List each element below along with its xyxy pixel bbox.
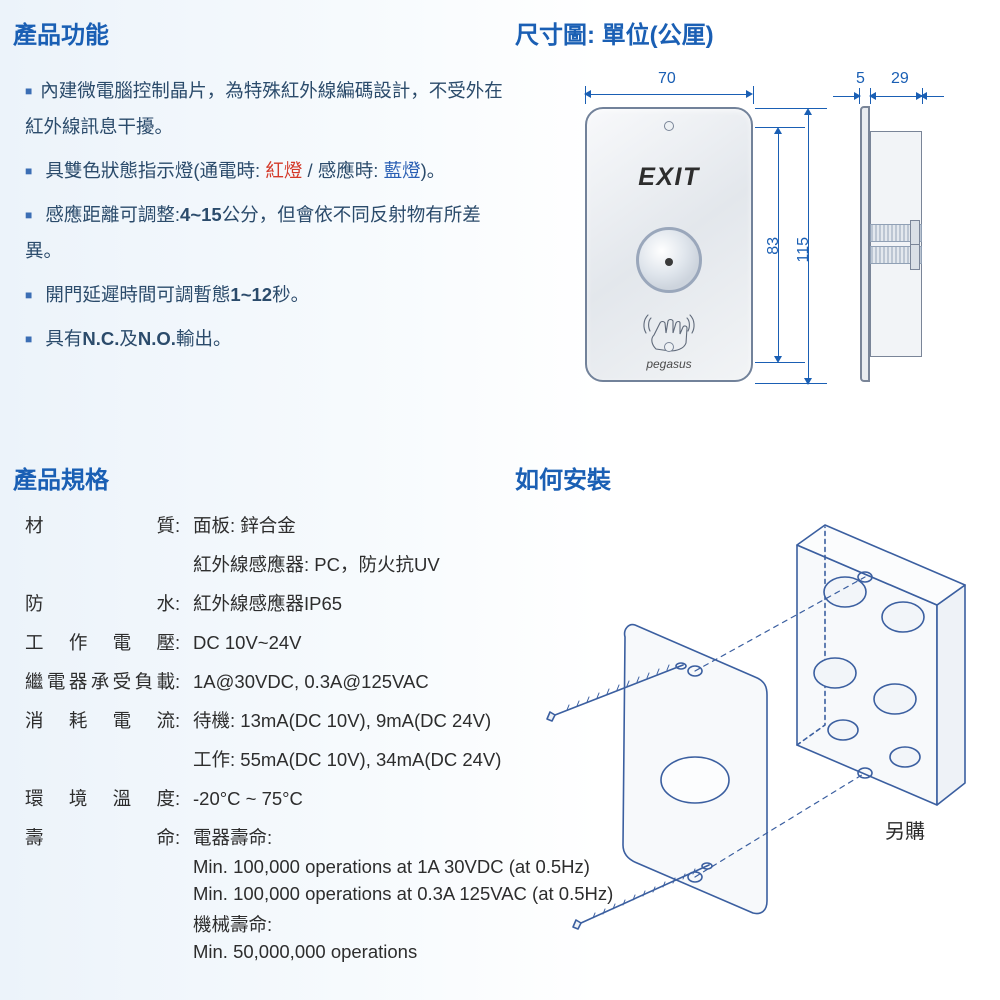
spec-temp: 環 境 溫 度:-20°C ~ 75°C <box>25 787 613 812</box>
spec-life: 壽 命:電器壽命: <box>25 826 613 851</box>
sensor-icon <box>636 227 702 293</box>
feature-2: 具雙色狀態指示燈(通電時: 紅燈 / 感應時: 藍燈)。 <box>25 153 505 189</box>
spec-material: 材 質:面板: 鋅合金 <box>25 514 613 539</box>
dimension-diagram: 70 5 29 EXIT pegasus <box>560 42 980 422</box>
dim-29: 29 <box>891 70 909 88</box>
spec-current-2: 工作: 55mA(DC 10V), 34mA(DC 24V) <box>25 748 613 773</box>
specs-list: 材 質:面板: 鋅合金 紅外線感應器: PC，防火抗UV 防 水:紅外線感應器I… <box>25 500 613 967</box>
spec-life-2: Min. 100,000 operations at 1A 30VDC (at … <box>25 855 613 880</box>
spec-voltage: 工 作 電 壓:DC 10V~24V <box>25 631 613 656</box>
feature-1: 內建微電腦控制晶片，為特殊紅外線編碼設計，不受外在紅外線訊息干擾。 <box>25 73 505 145</box>
feature-4: 開門延遲時間可調暫態1~12秒。 <box>25 277 505 313</box>
screw-top-icon <box>664 121 674 131</box>
spec-life-5: Min. 50,000,000 operations <box>25 940 613 965</box>
feature-3: 感應距離可調整:4~15公分，但會依不同反射物有所差異。 <box>25 197 505 269</box>
device-side-view <box>860 106 932 386</box>
features-title: 產品功能 <box>13 15 109 50</box>
purchase-note: 另購 <box>885 815 925 844</box>
dim-70: 70 <box>658 70 676 88</box>
device-front-view: EXIT pegasus <box>585 107 753 382</box>
dim-115: 115 <box>795 237 813 263</box>
dim-5: 5 <box>856 70 865 88</box>
specs-title: 產品規格 <box>13 460 109 495</box>
screw-bottom-icon <box>664 342 674 352</box>
spec-relay: 繼電器承受負載:1A@30VDC, 0.3A@125VAC <box>25 670 613 695</box>
exit-label: EXIT <box>587 163 751 192</box>
brand-label: pegasus <box>587 357 751 371</box>
install-title: 如何安裝 <box>515 460 611 495</box>
spec-life-3: Min. 100,000 operations at 0.3A 125VAC (… <box>25 882 613 907</box>
features-list: 內建微電腦控制晶片，為特殊紅外線編碼設計，不受外在紅外線訊息干擾。 具雙色狀態指… <box>25 65 505 365</box>
spec-current: 消 耗 電 流:待機: 13mA(DC 10V), 9mA(DC 24V) <box>25 709 613 734</box>
install-diagram: 另購 <box>545 505 975 955</box>
feature-5: 具有N.C.及N.O.輸出。 <box>25 321 505 357</box>
spec-waterproof: 防 水:紅外線感應器IP65 <box>25 592 613 617</box>
spec-material-2: 紅外線感應器: PC，防火抗UV <box>25 553 613 578</box>
dim-83: 83 <box>765 237 783 255</box>
spec-life-4: 機械壽命: <box>25 913 613 938</box>
